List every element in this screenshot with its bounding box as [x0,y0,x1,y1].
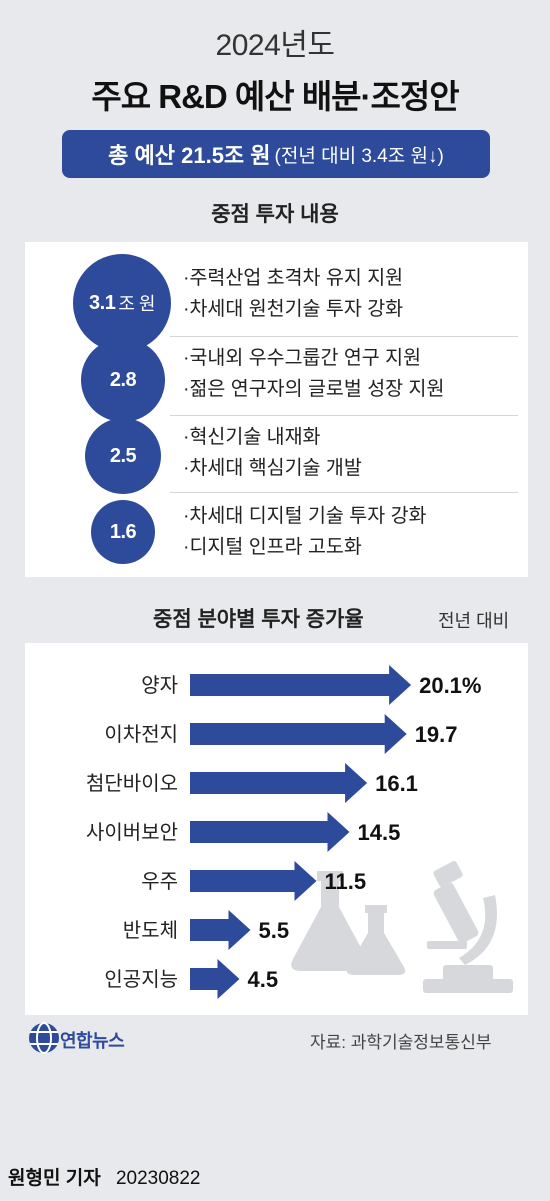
focus-line: ·차세대 디지털 기술 투자 강화 [183,505,427,527]
amount-bubble: 2.8 [81,338,165,422]
bar [190,812,350,852]
year-title: 2024년도 [215,29,335,62]
bars-group: 양자 20.1% 이차전지 19.7 첨단바이오 16.1 사이버보안 14.5 우주 11.5 반… [86,665,481,999]
amount-value: 2.8 [109,368,137,391]
bar [190,714,407,754]
category-label: 우주 [141,871,178,893]
focus-line: ·디지털 인프라 고도화 [183,536,362,558]
reporter-name: 원형민 기자 [8,1168,101,1189]
category-label: 양자 [141,674,178,697]
chart-title: 중점 분야별 투자 증가율 [153,608,364,631]
logo-text: 연합뉴스 [60,1031,125,1051]
total-budget-badge: 총 예산 21.5조 원 (전년 대비 3.4조 원↓) [62,130,490,178]
bar [190,910,251,950]
page-title: 주요 R&D 예산 배분·조정안 [91,78,459,115]
value-label: 11.5 [325,869,367,894]
category-label: 인공지능 [104,968,178,991]
focus-line: ·혁신기술 내재화 [183,426,321,448]
bar [190,861,317,901]
category-label: 첨단바이오 [86,772,178,795]
bar [190,665,412,705]
flask-icon [291,871,369,971]
category-label: 이차전지 [104,723,178,746]
category-label: 사이버보안 [86,821,178,844]
amount-value: 3.1 [89,291,116,314]
chart-panel: 양자 20.1% 이차전지 19.7 첨단바이오 16.1 사이버보안 14.5 우주 11.5 반… [25,643,528,1015]
focus-line: ·차세대 원천기술 투자 강화 [183,298,404,320]
focus-item-text: ·주력산업 초격차 유지 지원 ·차세대 원천기술 투자 강화 [183,263,403,325]
focus-line: ·차세대 핵심기술 개발 [183,457,362,479]
amount-bubble: 3.1 조 원 [73,254,171,352]
value-label: 4.5 [248,967,279,992]
focus-panel: 3.1 조 원 ·주력산업 초격차 유지 지원 ·차세대 원천기술 투자 강화 2… [25,242,528,577]
bar-chart: 양자 20.1% 이차전지 19.7 첨단바이오 16.1 사이버보안 14.5 우주 11.5 반… [86,665,513,999]
source-text: 자료: 과학기술정보통신부 [310,1033,492,1052]
value-label: 19.7 [415,722,458,747]
focus-line: ·주력산업 초격차 유지 지원 [183,267,404,289]
chart-subtitle: 전년 대비 [438,611,510,631]
focus-line: ·국내외 우수그룹간 연구 지원 [183,347,422,369]
focus-item-text: ·차세대 디지털 기술 투자 강화 ·디지털 인프라 고도화 [183,501,426,563]
amount-value: 1.6 [109,520,137,543]
flask-icon [346,905,406,975]
bar [190,959,240,999]
value-label: 5.5 [259,918,290,943]
amount-bubble: 2.5 [85,418,161,494]
focus-line: ·젊은 연구자의 글로벌 성장 지원 [183,378,445,400]
focus-heading: 중점 투자 내용 [211,203,339,226]
focus-item-text: ·혁신기술 내재화 ·차세대 핵심기술 개발 [183,422,362,484]
microscope-icon [423,861,513,993]
amount-bubble: 1.6 [91,500,155,564]
yonhap-logo [29,1022,59,1054]
value-label: 20.1% [419,673,481,698]
divider [170,336,518,337]
amount-unit: 조 원 [118,294,155,314]
focus-item-text: ·국내외 우수그룹간 연구 지원 ·젊은 연구자의 글로벌 성장 지원 [183,343,444,405]
total-budget-main: 총 예산 21.5조 원 [108,143,271,168]
value-label: 14.5 [358,820,401,845]
divider [170,415,518,416]
bar [190,763,368,803]
total-budget-sub: (전년 대비 3.4조 원↓) [274,145,444,167]
byline: 원형민 기자 20230822 [8,1163,201,1190]
divider [170,492,518,493]
amount-value: 2.5 [109,444,137,467]
value-label: 16.1 [375,771,418,796]
category-label: 반도체 [123,919,178,942]
publish-date: 20230822 [115,1168,201,1189]
